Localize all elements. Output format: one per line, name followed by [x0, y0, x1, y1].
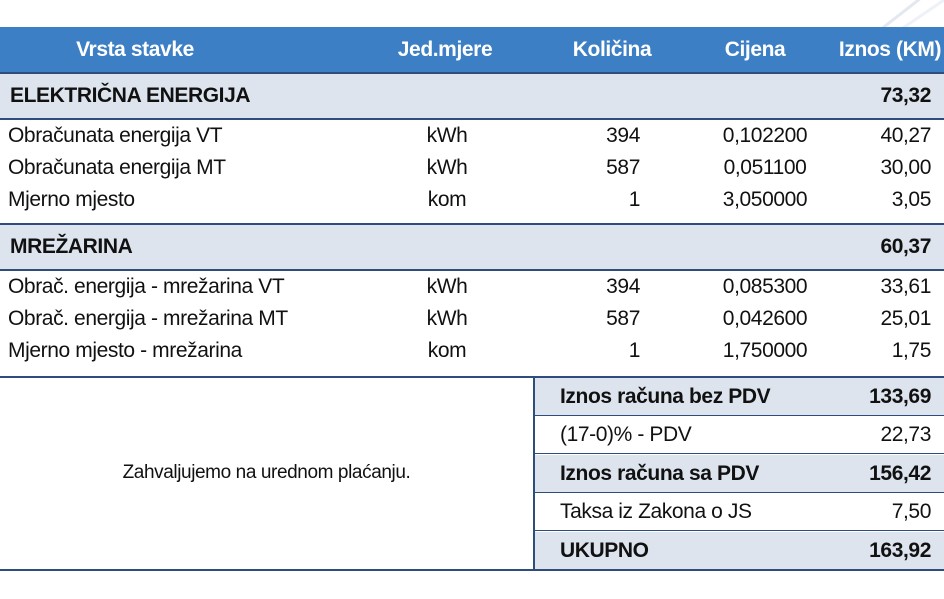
- thanks-note: Zahvaljujemo na urednom plaćanju.: [122, 462, 411, 483]
- summary-row: [535, 454, 944, 493]
- item-price: 0,085300: [722, 275, 808, 298]
- item-name: Mjerno mjesto - mrežarina: [8, 339, 242, 362]
- column-header: Vrsta stavke: [76, 38, 194, 61]
- summary-value: 156,42: [869, 461, 931, 485]
- summary-bottom-line: [0, 569, 944, 571]
- item-name: Obrač. energija - mrežarina VT: [8, 275, 285, 298]
- summary-top-line: [0, 376, 944, 378]
- summary-value: 22,73: [880, 423, 931, 447]
- item-price: 0,102200: [722, 124, 808, 147]
- item-price: 0,051100: [723, 156, 807, 179]
- item-unit: kWh: [426, 307, 468, 330]
- summary-label: Taksa iz Zakona o JS: [560, 500, 752, 524]
- item-unit: kWh: [426, 275, 468, 298]
- item-name: Obrač. energija - mrežarina MT: [8, 307, 288, 330]
- section-title: ELEKTRIČNA ENERGIJA: [10, 84, 251, 107]
- item-unit: kom: [427, 339, 467, 362]
- item-amount: 1,75: [891, 339, 932, 362]
- item-qty: 394: [606, 124, 640, 147]
- item-name: Mjerno mjesto: [8, 188, 135, 211]
- item-amount: 25,01: [880, 307, 931, 330]
- section-total: 73,32: [880, 84, 931, 107]
- column-header: Iznos (KM): [838, 38, 942, 61]
- summary-row: [535, 416, 944, 455]
- summary-row: [535, 378, 944, 416]
- item-amount: 3,05: [891, 188, 932, 211]
- item-amount: 40,27: [880, 124, 931, 147]
- section-total: 60,37: [880, 235, 931, 258]
- item-unit: kom: [427, 188, 467, 211]
- column-header: Jed.mjere: [397, 38, 493, 61]
- summary-value: 163,92: [869, 538, 931, 562]
- item-price: 1,750000: [722, 339, 808, 362]
- summary-value: 133,69: [869, 385, 931, 408]
- summary-label: Iznos računa bez PDV: [560, 385, 771, 408]
- item-unit: kWh: [426, 156, 468, 179]
- column-header: Cijena: [724, 38, 786, 61]
- section-bar: [0, 223, 944, 271]
- section-bar: [0, 72, 944, 120]
- summary-label: UKUPNO: [560, 538, 649, 562]
- column-header: Količina: [572, 38, 652, 61]
- header-bar: [0, 27, 944, 72]
- item-qty: 1: [628, 188, 641, 211]
- item-unit: kWh: [426, 124, 468, 147]
- item-qty: 1: [628, 339, 641, 362]
- summary-label: (17-0)% - PDV: [560, 423, 692, 447]
- summary-divider: [533, 376, 535, 571]
- summary-label: Iznos računa sa PDV: [560, 461, 759, 485]
- summary-value: 7,50: [891, 500, 932, 524]
- summary-row: [535, 531, 944, 570]
- item-price: 3,050000: [722, 188, 808, 211]
- item-amount: 30,00: [880, 156, 931, 179]
- item-price: 0,042600: [722, 307, 808, 330]
- summary-row: [535, 493, 944, 532]
- item-name: Obračunata energija VT: [8, 124, 223, 147]
- item-qty: 587: [606, 307, 640, 330]
- item-amount: 33,61: [880, 275, 931, 298]
- item-qty: 394: [606, 275, 640, 298]
- item-qty: 587: [606, 156, 640, 179]
- item-name: Obračunata energija MT: [8, 156, 226, 179]
- section-title: MREŽARINA: [10, 235, 133, 258]
